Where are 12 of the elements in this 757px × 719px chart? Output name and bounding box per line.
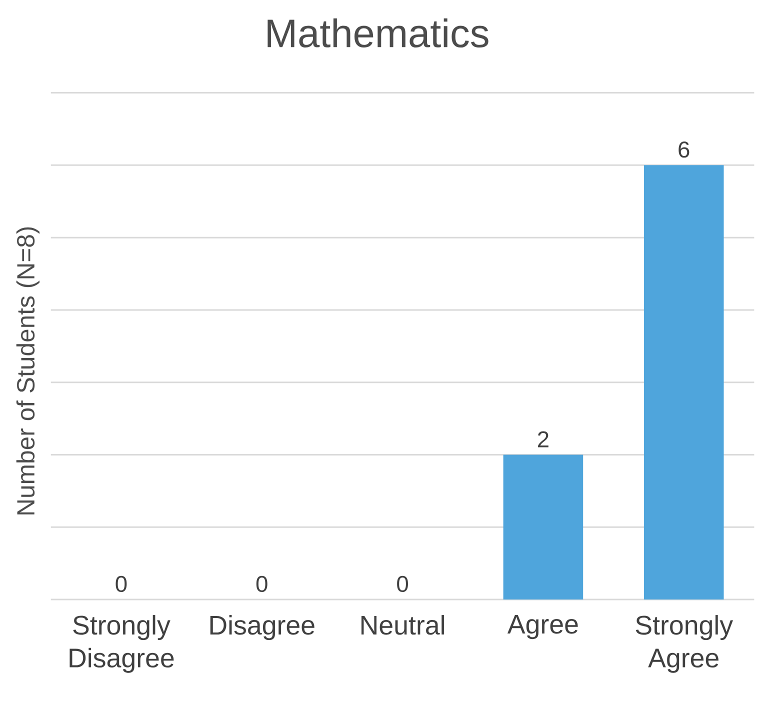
data-label: 0 bbox=[116, 576, 127, 592]
x-tick-label: Neutral bbox=[361, 614, 444, 635]
x-tick-label: Strongly Agree bbox=[636, 614, 734, 673]
data-label: 6 bbox=[678, 141, 690, 158]
data-label: 2 bbox=[538, 431, 548, 448]
data-label: 0 bbox=[256, 576, 268, 592]
x-tick-label: Strongly Disagree bbox=[70, 614, 174, 673]
x-tick-label: Disagree bbox=[210, 614, 314, 640]
y-axis-title: Number of Students (N=8) bbox=[16, 227, 40, 514]
chart-title: Mathematics bbox=[268, 18, 488, 48]
x-tick-label: Agree bbox=[507, 614, 578, 639]
data-label: 0 bbox=[397, 576, 408, 592]
